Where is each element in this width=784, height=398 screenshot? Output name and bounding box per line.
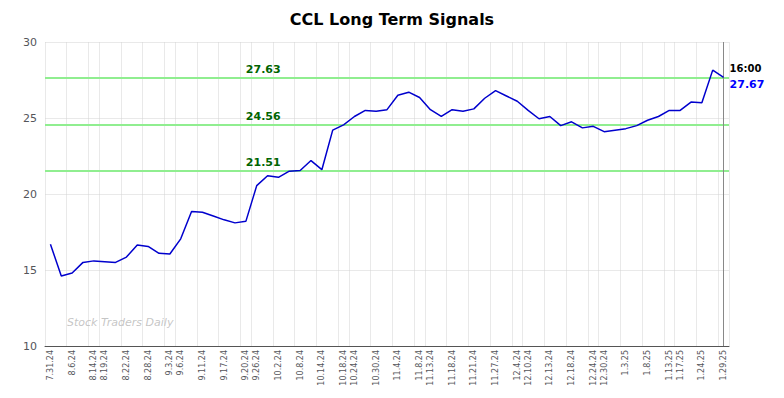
svg-text:11.13.24: 11.13.24: [426, 350, 435, 386]
svg-text:8.28.24: 8.28.24: [144, 350, 153, 381]
svg-text:25: 25: [23, 112, 37, 125]
svg-text:12.10.24: 12.10.24: [524, 350, 533, 386]
svg-text:8.14.24: 8.14.24: [89, 350, 98, 381]
svg-text:21.51: 21.51: [246, 156, 281, 169]
svg-text:7.31.24: 7.31.24: [46, 350, 55, 381]
svg-text:8.22.24: 8.22.24: [122, 350, 131, 381]
svg-text:1.3.25: 1.3.25: [621, 350, 630, 375]
svg-text:1.17.25: 1.17.25: [676, 350, 685, 381]
svg-text:9.20.24: 9.20.24: [241, 350, 250, 381]
svg-text:10.18.24: 10.18.24: [339, 350, 348, 386]
svg-text:12.30.24: 12.30.24: [600, 350, 609, 386]
svg-text:9.3.24: 9.3.24: [165, 350, 174, 375]
svg-text:CCL Long Term Signals: CCL Long Term Signals: [290, 10, 494, 29]
svg-text:10: 10: [23, 340, 37, 353]
svg-text:9.11.24: 9.11.24: [198, 350, 207, 381]
svg-text:11.21.24: 11.21.24: [469, 350, 478, 386]
svg-text:16:00: 16:00: [730, 63, 762, 74]
svg-text:1.13.25: 1.13.25: [665, 350, 674, 381]
svg-text:27.67: 27.67: [730, 78, 765, 91]
svg-text:1.29.25: 1.29.25: [719, 350, 728, 381]
svg-text:Stock Traders Daily: Stock Traders Daily: [67, 316, 174, 329]
svg-text:1.24.25: 1.24.25: [697, 350, 706, 381]
svg-text:9.26.24: 9.26.24: [252, 350, 261, 381]
svg-text:11.18.24: 11.18.24: [448, 350, 457, 386]
svg-text:9.17.24: 9.17.24: [220, 350, 229, 381]
svg-text:27.63: 27.63: [246, 63, 281, 76]
svg-text:10.30.24: 10.30.24: [372, 350, 381, 386]
svg-text:10.2.24: 10.2.24: [274, 350, 283, 381]
svg-text:10.8.24: 10.8.24: [296, 350, 305, 381]
svg-text:12.24.24: 12.24.24: [589, 350, 598, 386]
svg-text:10.24.24: 10.24.24: [350, 350, 359, 386]
svg-text:20: 20: [23, 188, 37, 201]
svg-text:12.18.24: 12.18.24: [567, 350, 576, 386]
svg-text:11.27.24: 11.27.24: [491, 350, 500, 386]
svg-text:1.8.25: 1.8.25: [643, 350, 652, 375]
svg-text:24.56: 24.56: [246, 110, 281, 123]
svg-text:10.14.24: 10.14.24: [317, 350, 326, 386]
svg-text:8.6.24: 8.6.24: [68, 350, 77, 375]
svg-text:9.6.24: 9.6.24: [176, 350, 185, 375]
svg-text:11.8.24: 11.8.24: [415, 350, 424, 381]
svg-text:8.19.24: 8.19.24: [100, 350, 109, 381]
svg-text:15: 15: [23, 264, 37, 277]
svg-text:12.4.24: 12.4.24: [513, 350, 522, 381]
svg-text:11.4.24: 11.4.24: [393, 350, 402, 381]
svg-text:12.13.24: 12.13.24: [545, 350, 554, 386]
svg-text:30: 30: [23, 36, 37, 49]
